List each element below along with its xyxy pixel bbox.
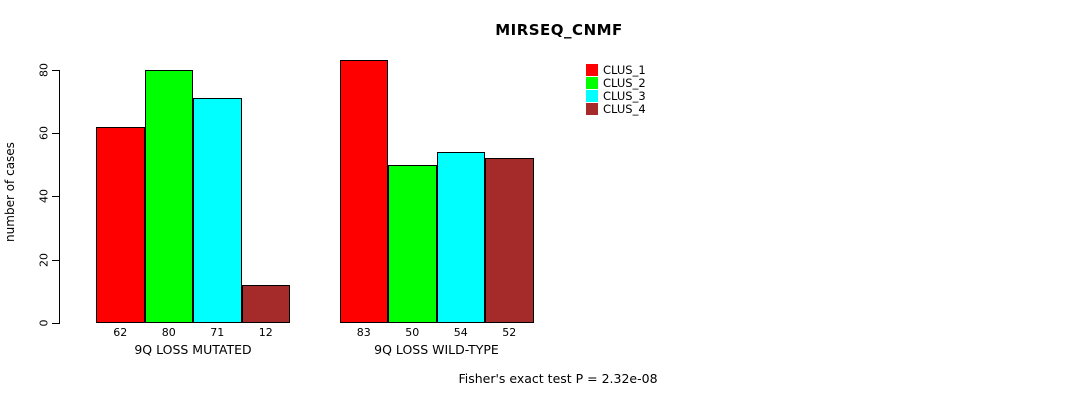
y-tick-label: 0 xyxy=(37,319,51,327)
bar-clus_1-group2 xyxy=(339,60,388,323)
bar-clus_2-group2 xyxy=(388,164,437,323)
y-axis-tick xyxy=(52,132,59,134)
legend-swatch-clus-4 xyxy=(586,102,598,115)
x-group-label: 9Q LOSS MUTATED xyxy=(134,342,252,357)
y-tick-label: 40 xyxy=(37,189,51,204)
chart-title: MIRSEQ_CNMF xyxy=(495,21,623,39)
legend: CLUS_1 CLUS_2 CLUS_3 CLUS_4 xyxy=(586,62,646,116)
legend-swatch-clus-2 xyxy=(586,76,598,89)
legend-label: CLUS_4 xyxy=(603,101,646,116)
y-axis-tick xyxy=(52,323,59,324)
y-axis-tick xyxy=(52,259,59,261)
legend-label: CLUS_1 xyxy=(603,62,646,77)
bar-clus_2-group1 xyxy=(144,69,193,323)
legend-item: CLUS_2 xyxy=(586,75,646,90)
y-tick-label: 80 xyxy=(37,62,51,77)
bar-value-label: 50 xyxy=(405,326,420,339)
bar-clus_4-group1 xyxy=(241,284,290,323)
bar-value-label: 12 xyxy=(258,326,273,339)
legend-swatch-clus-1 xyxy=(586,63,598,76)
bar-value-label: 62 xyxy=(113,326,128,339)
bar-value-label: 54 xyxy=(453,326,468,339)
bar-value-label: 80 xyxy=(161,326,176,339)
annotation-fisher-test: Fisher's exact test P = 2.32e-08 xyxy=(458,371,658,386)
legend-label: CLUS_3 xyxy=(603,88,646,103)
bar-clus_1-group1 xyxy=(96,126,145,323)
legend-swatch-clus-3 xyxy=(586,89,598,102)
bar-value-label: 52 xyxy=(502,326,517,339)
x-group-label: 9Q LOSS WILD-TYPE xyxy=(374,342,499,357)
legend-item: CLUS_3 xyxy=(586,88,646,103)
bar-value-label: 83 xyxy=(356,326,371,339)
bar-clus_3-group2 xyxy=(436,151,485,323)
y-tick-label: 60 xyxy=(37,125,51,140)
bar-clus_4-group2 xyxy=(485,158,534,323)
legend-item: CLUS_4 xyxy=(586,101,646,116)
y-axis-tick xyxy=(52,196,59,198)
y-axis-tick xyxy=(52,69,59,71)
legend-label: CLUS_2 xyxy=(603,75,646,90)
bar-clus_3-group1 xyxy=(193,98,242,323)
y-axis-line xyxy=(59,69,60,324)
bar-value-label: 71 xyxy=(210,326,225,339)
y-tick-label: 20 xyxy=(37,252,51,267)
y-axis-title: number of cases xyxy=(3,142,17,242)
legend-item: CLUS_1 xyxy=(586,62,646,77)
